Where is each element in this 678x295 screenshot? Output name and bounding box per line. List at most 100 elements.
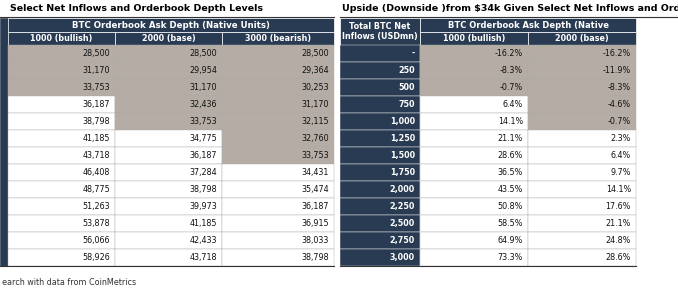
Bar	[528, 249, 636, 266]
Bar	[340, 249, 420, 266]
Bar	[528, 45, 636, 62]
Text: -4.6%: -4.6%	[608, 100, 631, 109]
Text: 33,753: 33,753	[82, 83, 110, 92]
Bar	[420, 18, 636, 32]
Bar	[222, 198, 334, 215]
Bar	[8, 232, 115, 249]
Text: 28,500: 28,500	[189, 49, 217, 58]
Text: 38,798: 38,798	[189, 185, 217, 194]
Bar	[8, 62, 115, 79]
Text: 21.1%: 21.1%	[605, 219, 631, 228]
Bar	[222, 164, 334, 181]
Text: -16.2%: -16.2%	[603, 49, 631, 58]
Bar	[528, 198, 636, 215]
Text: 28,500: 28,500	[82, 49, 110, 58]
Text: 2.3%: 2.3%	[611, 134, 631, 143]
Bar	[115, 164, 222, 181]
Text: 28.6%: 28.6%	[498, 151, 523, 160]
Bar	[222, 130, 334, 147]
Text: -11.9%: -11.9%	[603, 66, 631, 75]
Text: 42,433: 42,433	[189, 236, 217, 245]
Text: 32,760: 32,760	[302, 134, 329, 143]
Bar	[420, 198, 528, 215]
Text: 38,798: 38,798	[82, 117, 110, 126]
Bar	[8, 18, 334, 32]
Bar	[222, 32, 334, 45]
Bar	[222, 215, 334, 232]
Text: 36,187: 36,187	[83, 100, 110, 109]
Bar	[8, 215, 115, 232]
Text: BTC Orderbook Ask Depth (Native: BTC Orderbook Ask Depth (Native	[447, 20, 608, 30]
Bar	[340, 147, 420, 164]
Bar	[222, 45, 334, 62]
Text: -8.3%: -8.3%	[500, 66, 523, 75]
Text: -16.2%: -16.2%	[495, 49, 523, 58]
Bar	[528, 164, 636, 181]
Text: Total BTC Net
Inflows (USDmn): Total BTC Net Inflows (USDmn)	[342, 22, 418, 41]
Bar	[8, 164, 115, 181]
Text: 35,474: 35,474	[302, 185, 329, 194]
Bar	[340, 45, 420, 62]
Text: 34,431: 34,431	[302, 168, 329, 177]
Bar	[340, 113, 420, 130]
Bar	[420, 45, 528, 62]
Text: 53,878: 53,878	[82, 219, 110, 228]
Bar	[222, 232, 334, 249]
Text: 6.4%: 6.4%	[503, 100, 523, 109]
Bar	[115, 113, 222, 130]
Text: 21.1%: 21.1%	[498, 134, 523, 143]
Text: 41,185: 41,185	[189, 219, 217, 228]
Bar	[115, 96, 222, 113]
Text: -: -	[412, 49, 415, 58]
Text: 1000 (bullish): 1000 (bullish)	[443, 34, 505, 43]
Bar	[340, 198, 420, 215]
Text: 17.6%: 17.6%	[605, 202, 631, 211]
Text: 28.6%: 28.6%	[605, 253, 631, 262]
Text: 6.4%: 6.4%	[611, 151, 631, 160]
Text: 2,500: 2,500	[390, 219, 415, 228]
Text: 58,926: 58,926	[82, 253, 110, 262]
Bar	[8, 79, 115, 96]
Bar	[222, 249, 334, 266]
Bar	[222, 113, 334, 130]
Bar	[420, 147, 528, 164]
Bar	[420, 113, 528, 130]
Bar	[115, 181, 222, 198]
Bar	[420, 181, 528, 198]
Bar	[8, 130, 115, 147]
Text: 29,954: 29,954	[189, 66, 217, 75]
Bar	[222, 79, 334, 96]
Text: 36,915: 36,915	[302, 219, 329, 228]
Text: 58.5%: 58.5%	[498, 219, 523, 228]
Text: 3,000: 3,000	[390, 253, 415, 262]
Bar	[340, 18, 420, 45]
Text: 32,115: 32,115	[302, 117, 329, 126]
Bar	[8, 147, 115, 164]
Text: 43,718: 43,718	[83, 151, 110, 160]
Bar	[528, 147, 636, 164]
Bar	[222, 147, 334, 164]
Bar	[340, 130, 420, 147]
Text: 38,798: 38,798	[302, 253, 329, 262]
Bar	[115, 249, 222, 266]
Text: 64.9%: 64.9%	[498, 236, 523, 245]
Text: 33,753: 33,753	[189, 117, 217, 126]
Bar	[528, 32, 636, 45]
Text: 43.5%: 43.5%	[498, 185, 523, 194]
Bar	[8, 32, 115, 45]
Bar	[222, 62, 334, 79]
Text: 39,973: 39,973	[189, 202, 217, 211]
Bar	[115, 62, 222, 79]
Bar	[420, 164, 528, 181]
Bar	[420, 62, 528, 79]
Text: 73.3%: 73.3%	[498, 253, 523, 262]
Bar	[340, 232, 420, 249]
Bar	[340, 79, 420, 96]
Bar	[420, 130, 528, 147]
Bar	[528, 130, 636, 147]
Text: 38,033: 38,033	[302, 236, 329, 245]
Text: 31,170: 31,170	[83, 66, 110, 75]
Text: 1000 (bullish): 1000 (bullish)	[31, 34, 93, 43]
Text: 31,170: 31,170	[189, 83, 217, 92]
Bar	[420, 215, 528, 232]
